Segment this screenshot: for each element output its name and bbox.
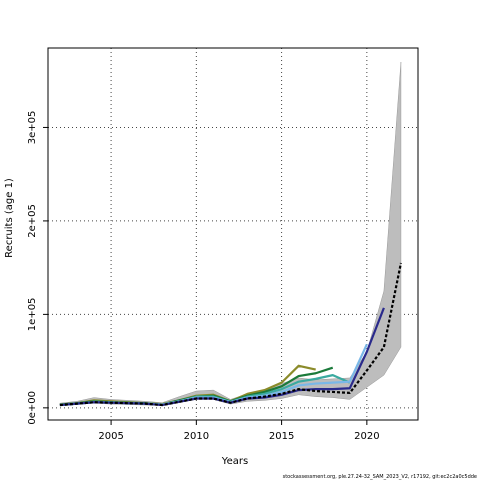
series-lines: [59, 262, 403, 407]
y-tick-label: 2e+05: [27, 204, 38, 238]
x-tick-label: 2020: [354, 431, 379, 442]
grid: [48, 48, 418, 420]
y-axis: 0e+00 1e+05 2e+05 3e+05: [27, 111, 48, 425]
plot-frame: [47, 47, 419, 421]
series-line-5: [59, 307, 385, 407]
y-tick-label: 0e+00: [27, 391, 38, 425]
x-axis: 2005 2010 2015 2020: [98, 420, 380, 442]
x-tick-label: 2010: [184, 431, 209, 442]
y-axis-label: Recruits (age 1): [4, 178, 15, 258]
footer-credit: stockassessment.org, ple.27.24-32_SAM_20…: [283, 474, 477, 480]
uncertainty-band: [59, 62, 402, 407]
x-tick-label: 2015: [269, 431, 294, 442]
x-axis-label: Years: [221, 456, 248, 467]
series-line-6: [59, 262, 403, 407]
confidence-band: [59, 62, 402, 407]
x-tick-label: 2005: [98, 431, 123, 442]
y-tick-label: 3e+05: [27, 111, 38, 145]
y-tick-label: 1e+05: [27, 298, 38, 332]
